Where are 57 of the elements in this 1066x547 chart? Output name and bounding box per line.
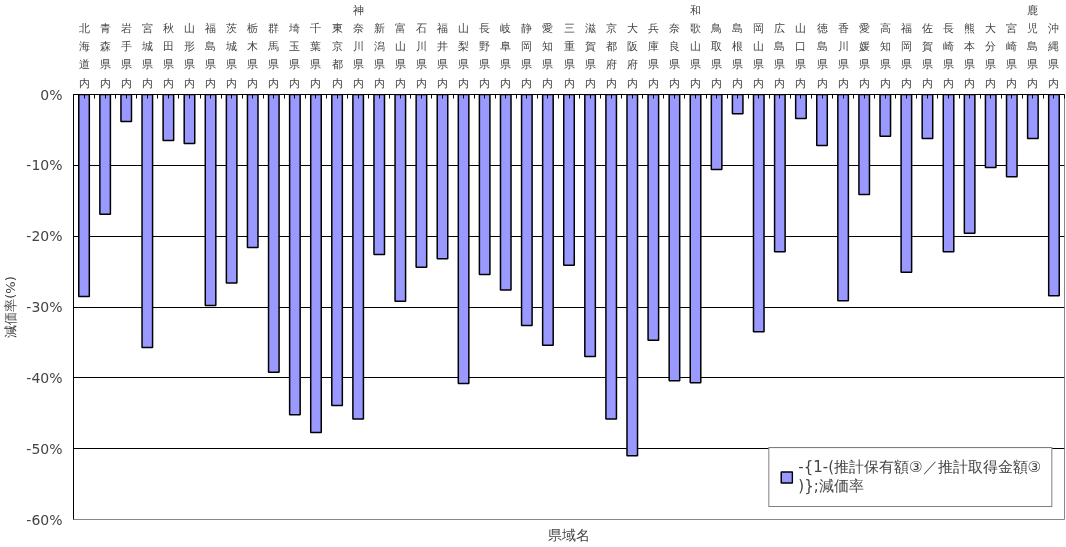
x-tick-label: 青森県内 [99,21,111,90]
x-tick-label: 三重県内 [563,21,575,90]
x-tick-label: 長野県内 [479,21,491,90]
x-tick-label: 兵庫県内 [647,21,659,90]
x-tick-label: 岡山県内 [753,21,765,90]
x-tick-label: 新潟県内 [373,21,385,90]
x-tick-label: 高知県内 [879,21,891,90]
x-tick-label: 滋賀県内 [584,21,596,90]
x-tick-label: 和歌山県内 [690,3,702,90]
x-tick-label: 静岡県内 [521,21,533,90]
x-tick-label: 宮城県内 [140,21,153,90]
x-tick-label: 香川県内 [837,21,849,90]
x-tick-label: 愛知県内 [542,21,554,90]
x-tick-label: 大分県内 [985,21,997,90]
x-tick-label: 栃木県内 [247,21,259,90]
y-axis-title: 減価率(%) [3,276,19,338]
x-tick-label: 沖縄県内 [1047,21,1060,90]
x-tick-label: 山口県内 [795,21,807,90]
x-tick-label: 東京都内 [331,21,343,90]
legend-label: -{1-(推計保有額③／推計取得金額③)};減価率 [798,458,1041,496]
x-tick-label: 岩手県内 [120,21,132,90]
x-tick-label: 山梨県内 [458,21,470,90]
x-tick-label: 京都府内 [605,21,617,90]
x-tick-label: 大阪府内 [626,21,638,90]
x-tick-label: 長崎県内 [943,21,955,90]
x-tick-label: 岐阜県内 [500,21,512,90]
x-tick-label: 福岡県内 [900,21,912,90]
x-tick-label: 茨城県内 [225,21,238,90]
x-tick-label: 千葉県内 [310,21,322,90]
x-tick-label: 富山県内 [394,21,406,90]
y-tick-label: -20% [26,228,63,245]
x-tick-label: 福島県内 [205,21,217,90]
x-tick-label: 熊本県内 [964,21,976,90]
y-tick-label: -50% [26,440,63,457]
x-tick-label: 佐賀県内 [921,21,933,90]
y-tick-label: -10% [26,157,63,174]
x-tick-label: 広島県内 [774,21,786,90]
x-tick-label: 徳島県内 [816,21,828,90]
x-tick-label: 宮崎県内 [1006,21,1018,90]
x-tick-label: 群馬県内 [267,21,280,90]
y-tick-label: 0% [40,86,63,103]
x-axis-title: 県域名 [548,526,590,543]
x-tick-label: 神奈川県内 [352,3,364,90]
x-tick-label: 埼玉県内 [288,21,301,90]
x-tick-label: 北海道内 [78,21,90,90]
x-tick-label: 愛媛県内 [858,21,870,90]
x-tick-label: 島根県内 [732,21,744,90]
x-tick-label: 福井県内 [436,21,448,90]
y-tick-label: -30% [26,299,63,315]
x-tick-label: 鳥取県内 [710,21,723,90]
x-tick-label: 山形県内 [183,21,195,90]
x-tick-label: 秋田県内 [162,21,174,90]
x-tick-label: 石川県内 [415,21,427,90]
x-tick-label: 鹿児島県内 [1027,3,1039,90]
y-tick-label: -40% [26,369,63,386]
y-tick-label: -60% [26,511,63,528]
x-tick-label: 奈良県内 [668,21,680,90]
